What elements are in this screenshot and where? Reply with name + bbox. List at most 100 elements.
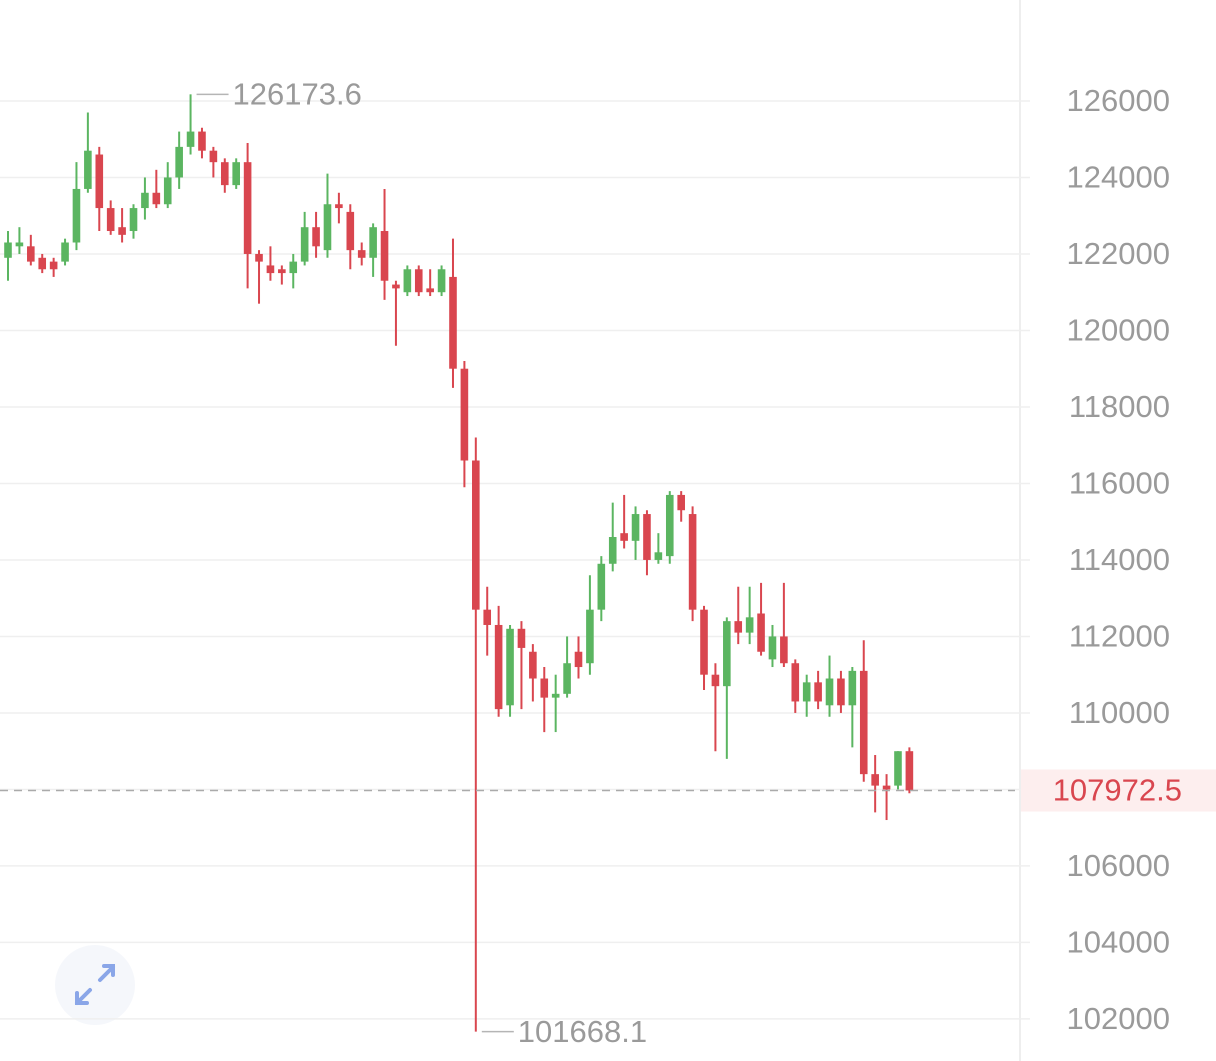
- candle-body: [494, 624, 503, 710]
- y-tick-label: 124000: [1067, 160, 1170, 195]
- candle-body: [597, 563, 606, 610]
- candle-body: [152, 192, 161, 205]
- candle-body: [380, 231, 389, 281]
- y-tick-label: 122000: [1067, 236, 1170, 271]
- low-annotation: 101668.1: [518, 1014, 647, 1049]
- y-tick-label: 116000: [1069, 466, 1170, 501]
- candle-body: [426, 288, 434, 293]
- candle-body: [278, 269, 286, 274]
- candle-body: [483, 609, 492, 625]
- candle-body: [472, 460, 480, 610]
- candle-body: [745, 617, 754, 633]
- y-tick-label: 126000: [1067, 83, 1170, 118]
- candle-body: [232, 162, 240, 186]
- candle-body: [506, 628, 514, 706]
- candle-body: [266, 265, 275, 274]
- candle-body: [312, 227, 320, 247]
- high-annotation: 126173.6: [233, 77, 362, 112]
- candle-body: [163, 177, 172, 205]
- y-tick-label: 118000: [1069, 389, 1170, 424]
- candle-body: [84, 150, 92, 189]
- candle-body: [357, 250, 366, 258]
- candle-body: [15, 242, 24, 247]
- candle-body: [449, 276, 457, 369]
- expand-button[interactable]: [55, 945, 135, 1025]
- candle-body: [871, 774, 879, 786]
- expand-button-bg[interactable]: [55, 945, 135, 1025]
- y-tick-label: 114000: [1069, 542, 1170, 577]
- candle-body: [905, 751, 914, 791]
- candle-body: [4, 242, 12, 258]
- candle-body: [323, 204, 332, 251]
- expand-icon[interactable]: [75, 964, 115, 1005]
- candle-body: [894, 751, 902, 786]
- candle-body: [586, 609, 594, 664]
- candle-body: [220, 162, 229, 186]
- y-tick-label: 110000: [1069, 695, 1170, 730]
- y-tick-label: 102000: [1067, 1001, 1170, 1036]
- candle-body: [95, 154, 104, 209]
- candle-body: [255, 253, 263, 262]
- candle-body: [243, 162, 252, 254]
- candle-body: [734, 621, 743, 633]
- last-price-tag: [1021, 769, 1216, 812]
- y-tick-label: 112000: [1069, 619, 1170, 654]
- candle-body: [437, 269, 446, 293]
- candle-body: [49, 261, 58, 270]
- candle-body: [574, 651, 583, 668]
- candle-body: [175, 146, 183, 178]
- candle-body: [72, 188, 81, 243]
- candle-body: [700, 609, 708, 675]
- candle-body: [186, 131, 195, 147]
- candle-body: [882, 785, 891, 790]
- candle-body: [61, 242, 69, 262]
- candle-body: [677, 494, 685, 511]
- candle-body: [300, 227, 309, 262]
- candle-body: [517, 628, 526, 648]
- candle-body: [460, 368, 469, 461]
- candle-body: [289, 261, 298, 274]
- candle-body: [141, 192, 149, 209]
- candle-body: [346, 211, 355, 251]
- candle-body: [106, 208, 115, 232]
- candle-body: [859, 670, 868, 775]
- candle-body: [369, 227, 377, 258]
- candle-body: [620, 533, 628, 541]
- candle-body: [757, 613, 765, 652]
- candle-body: [631, 514, 640, 541]
- candle-body: [825, 678, 834, 706]
- candle-body: [540, 678, 549, 698]
- candle-body: [403, 269, 412, 293]
- candle-body: [837, 678, 845, 706]
- candle-body: [129, 208, 138, 232]
- candle-body: [802, 682, 811, 702]
- candle-body: [688, 514, 697, 610]
- candle-body: [529, 651, 537, 679]
- candle-body: [814, 682, 822, 702]
- candle-body: [608, 537, 617, 564]
- candle-body: [335, 204, 343, 209]
- candle-body: [27, 246, 35, 262]
- candle-body: [198, 131, 206, 151]
- candle-body: [791, 663, 800, 702]
- candle-body: [711, 674, 720, 687]
- candle-body: [665, 494, 674, 557]
- candle-body: [723, 621, 731, 687]
- candle-body: [392, 284, 400, 289]
- candle-body: [848, 670, 857, 706]
- candle-body: [38, 257, 47, 270]
- y-tick-label: 104000: [1067, 925, 1170, 960]
- candle-body: [643, 514, 651, 560]
- last-price-label: 107972.5: [1053, 773, 1182, 808]
- y-tick-label: 120000: [1067, 313, 1170, 348]
- candle-body: [414, 269, 423, 293]
- y-tick-label: 106000: [1067, 848, 1170, 883]
- candle-body: [551, 693, 560, 698]
- candle-body: [768, 636, 777, 660]
- candle-body: [209, 150, 218, 163]
- candle-body: [654, 552, 663, 560]
- candle-body: [563, 663, 571, 694]
- candle-body: [780, 636, 788, 664]
